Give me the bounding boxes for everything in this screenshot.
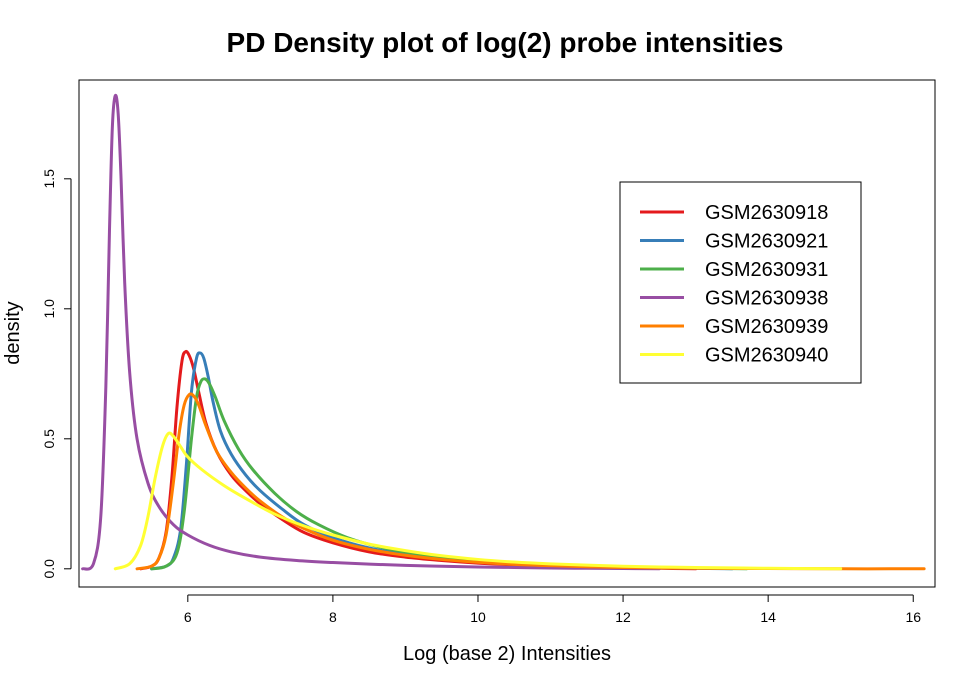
- series-line-GSM2630921: [150, 351, 734, 571]
- legend-label-GSM2630931: GSM2630931: [705, 259, 828, 281]
- chart-title: PD Density plot of log(2) probe intensit…: [227, 27, 784, 58]
- x-tick-label: 16: [905, 609, 921, 625]
- x-axis-label: Log (base 2) Intensities: [403, 643, 611, 665]
- legend-label-GSM2630939: GSM2630939: [705, 316, 828, 338]
- y-axis-label: density: [2, 301, 24, 364]
- y-tick-label: 0.5: [41, 429, 57, 449]
- series-line-GSM2630940: [113, 431, 843, 571]
- y-tick-label: 1.0: [41, 299, 57, 319]
- x-tick-label: 6: [184, 609, 192, 625]
- series-group: [81, 93, 926, 571]
- legend-label-GSM2630938: GSM2630938: [705, 288, 828, 310]
- legend: GSM2630918 GSM2630921 GSM2630931 GSM2630938…: [619, 181, 862, 384]
- x-tick-label: 10: [470, 609, 486, 625]
- y-tick-label: 0.0: [41, 559, 57, 579]
- series-line-GSM2630931: [150, 377, 748, 571]
- series-line-GSM2630939: [135, 392, 926, 571]
- series-line-GSM2630918: [139, 350, 698, 571]
- x-tick-label: 12: [615, 609, 631, 625]
- x-tick-label: 14: [760, 609, 776, 625]
- legend-label-GSM2630940: GSM2630940: [705, 345, 828, 367]
- legend-box: [619, 181, 862, 384]
- legend-label-GSM2630921: GSM2630921: [705, 231, 828, 253]
- series-line-GSM2630938: [81, 93, 661, 571]
- legend-label-GSM2630918: GSM2630918: [705, 202, 828, 224]
- x-axis: 6 8 10 12 14 16: [184, 594, 921, 625]
- plot-frame: [78, 79, 936, 588]
- y-axis: 0.0 0.5 1.0 1.5: [41, 169, 72, 579]
- x-tick-label: 8: [329, 609, 337, 625]
- y-tick-label: 1.5: [41, 169, 57, 189]
